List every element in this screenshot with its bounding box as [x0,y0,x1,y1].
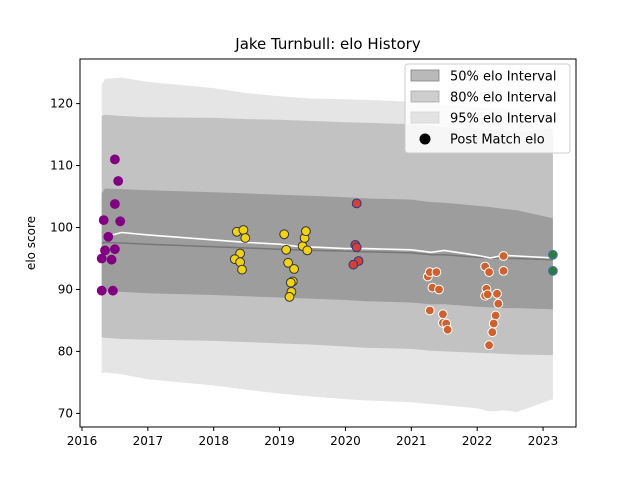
data-point-series-3 [351,242,362,253]
x-tick-label: 2023 [528,434,559,448]
data-point-series-2 [281,244,292,255]
data-point-series-1 [115,216,126,227]
legend: 50% elo Interval 80% elo Interval 95% elo … [404,63,571,154]
data-point-series-2 [238,225,249,235]
legend-swatch [410,111,440,124]
data-point-series-4 [488,318,499,329]
x-tick-label: 2020 [330,434,361,448]
data-point-series-2 [283,257,294,268]
legend-box [404,63,571,154]
data-point-series-4 [424,305,435,316]
data-point-series-4 [438,309,448,320]
data-point-series-4 [484,340,495,351]
axes: 2016 2017 2018 2019 2020 2021 2022 2023 70 80 90 10… [50,58,577,448]
data-point-series-1 [96,253,107,264]
legend-label: Post Match elo [450,133,545,148]
data-point-series-1 [100,245,110,256]
y-tick-label: 80 [58,344,73,358]
data-point-series-1 [103,231,114,242]
data-point-series-4 [487,327,498,338]
data-point-series-4 [484,267,495,278]
y-tick-label: 110 [50,159,73,173]
data-point-series-1 [98,215,109,226]
legend-label: 50% elo Interval [450,70,557,85]
legend-label: 95% elo Interval [450,112,557,127]
x-tick-label: 2022 [462,434,493,448]
x-tick-label: 2017 [133,434,164,448]
x-tick-label: 2021 [396,434,427,448]
data-point-series-2 [237,264,247,275]
x-tick-label: 2016 [67,434,98,448]
legend-swatch [410,69,440,82]
data-point-series-1 [110,154,120,165]
data-point-series-4 [492,288,502,299]
data-point-series-4 [498,266,509,276]
data-point-series-1 [96,285,107,296]
y-axis-label: elo score [24,216,38,270]
y-tick-label: 70 [58,406,73,420]
data-point-series-4 [482,289,493,300]
y-tick-label: 90 [58,282,73,296]
data-point-series-1 [108,285,118,296]
data-point-series-2 [302,245,313,256]
legend-marker [419,133,431,145]
x-tick-label: 2019 [264,434,295,448]
data-point-series-2 [285,277,296,288]
data-point-series-1 [113,176,124,186]
band-50 [101,188,553,310]
data-point-series-3 [351,198,362,209]
legend-label: 80% elo Interval [450,91,557,106]
data-point-series-4 [493,298,504,309]
plot-area [96,77,558,413]
data-point-series-4 [431,267,442,278]
y-tick-label: 100 [50,221,73,235]
data-point-series-2 [240,233,251,243]
data-point-series-4 [442,324,453,335]
data-point-series-2 [279,229,290,240]
data-point-series-2 [289,264,300,274]
data-point-series-1 [110,244,120,255]
chart-title: Jake Turnbull: elo History [234,35,421,53]
y-tick-label: 120 [50,97,73,111]
data-point-series-1 [110,199,120,209]
data-point-series-3 [348,259,359,270]
data-point-series-2 [284,292,295,302]
plot-frame [79,58,577,428]
data-point-series-2 [301,226,311,237]
data-point-series-4 [498,251,509,261]
legend-swatch [410,90,440,103]
data-point-series-4 [490,310,501,321]
x-tick-label: 2018 [198,434,229,448]
data-point-series-1 [106,254,117,265]
data-point-series-4 [434,284,444,295]
data-point-series-5 [548,266,558,276]
data-point-series-5 [548,249,558,260]
